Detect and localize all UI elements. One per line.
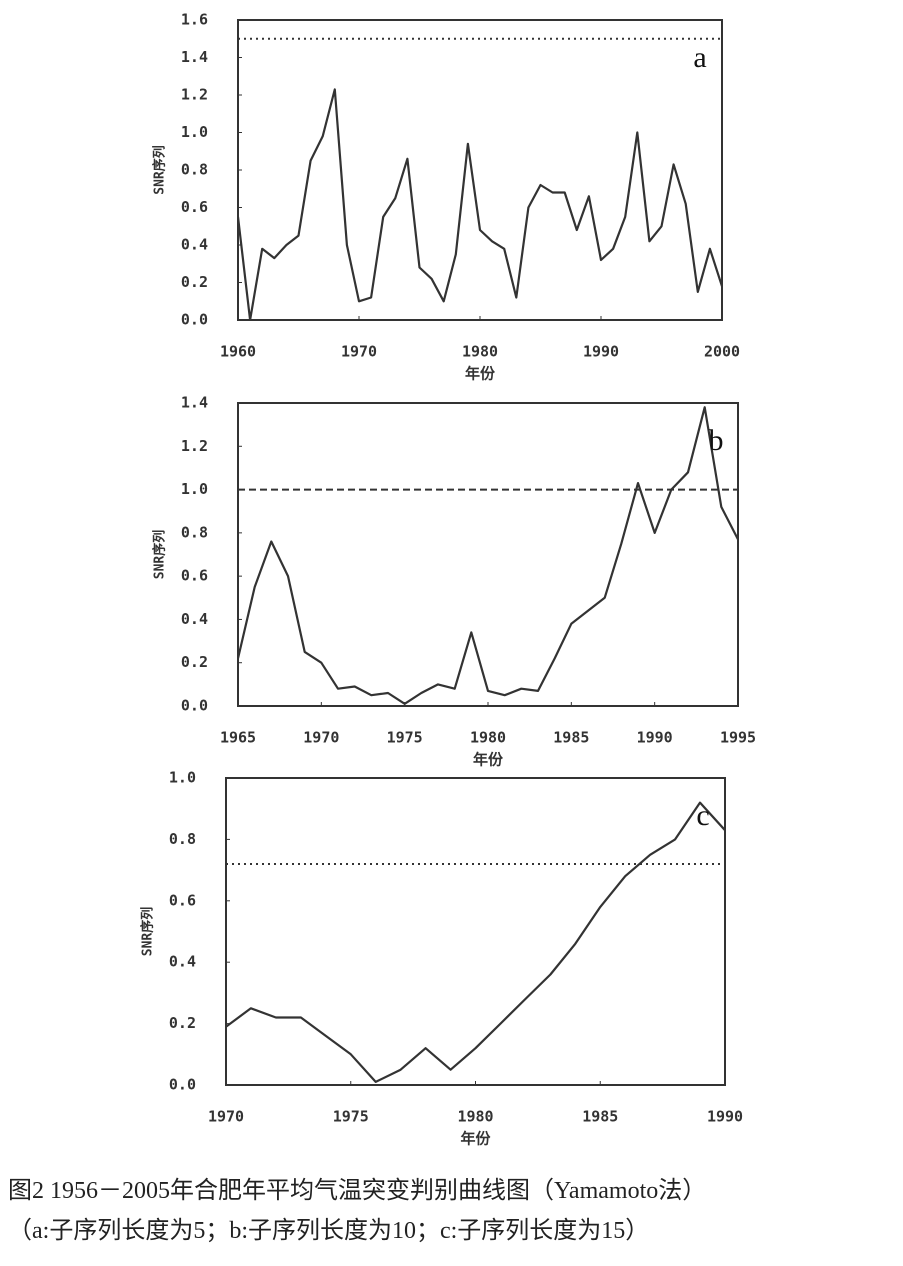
x-tick-label: 1990 [583, 343, 619, 361]
data-line [238, 406, 738, 705]
y-tick-label: 0.6 [169, 891, 196, 909]
y-tick-label: 0.0 [181, 697, 208, 715]
y-axis-label: SNR序列 [140, 907, 156, 956]
x-tick-label: 1960 [220, 343, 256, 361]
y-axis-label: SNR序列 [152, 145, 168, 194]
x-axis-label: 年份 [465, 365, 496, 383]
x-tick-label: 1980 [462, 343, 498, 361]
x-tick-label: 1995 [720, 729, 756, 747]
panel-label: c [696, 799, 709, 832]
y-tick-label: 1.0 [181, 480, 208, 498]
x-tick-label: 1985 [553, 729, 589, 747]
panel: 0.0 0.2 0.4 0.6 0.8 1.0 1.2 1.4 1.6 1960 1970 1980 1… [152, 11, 741, 383]
x-tick-label: 1975 [333, 1108, 369, 1126]
panel: 0.0 0.2 0.4 0.6 0.8 1.0 1970 1975 1980 1985 1990 年份… [140, 769, 744, 1148]
y-tick-label: 0.0 [181, 311, 208, 329]
y-tick-label: 1.0 [181, 123, 208, 141]
x-tick-label: 1970 [208, 1108, 244, 1126]
x-tick-label: 1975 [387, 729, 423, 747]
x-tick-label: 1990 [637, 729, 673, 747]
y-tick-label: 0.2 [169, 1014, 196, 1032]
data-line [238, 88, 722, 320]
y-tick-label: 0.8 [181, 161, 208, 179]
panel-label: b [709, 424, 724, 457]
y-tick-label: 1.2 [181, 437, 208, 455]
y-tick-label: 0.4 [181, 236, 208, 254]
y-tick-label: 0.8 [169, 830, 196, 848]
x-tick-label: 1980 [470, 729, 506, 747]
y-tick-label: 1.4 [181, 48, 208, 66]
data-line [226, 801, 725, 1083]
x-tick-label: 1980 [457, 1108, 493, 1126]
x-tick-label: 1965 [220, 729, 256, 747]
panel-label: a [693, 41, 706, 74]
y-tick-label: 0.2 [181, 653, 208, 671]
y-tick-label: 0.6 [181, 198, 208, 216]
caption-line: 图2 1956－2005年合肥年平均气温突变判别曲线图（Yamamoto法） [8, 1177, 706, 1204]
x-tick-label: 1970 [303, 729, 339, 747]
x-axis-label: 年份 [473, 751, 504, 769]
y-tick-label: 0.4 [181, 610, 208, 628]
plot-frame [237, 19, 723, 321]
y-tick-label: 1.0 [169, 769, 196, 787]
y-tick-label: 1.6 [181, 11, 208, 29]
x-tick-label: 1985 [582, 1108, 618, 1126]
y-tick-label: 0.8 [181, 523, 208, 541]
x-tick-label: 1970 [341, 343, 377, 361]
x-tick-label: 2000 [704, 343, 740, 361]
y-tick-label: 0.6 [181, 567, 208, 585]
y-tick-label: 0.0 [169, 1076, 196, 1094]
x-tick-label: 1990 [707, 1108, 743, 1126]
y-tick-label: 1.2 [181, 86, 208, 104]
y-tick-label: 1.4 [181, 394, 208, 412]
caption-line: （a:子序列长度为5；b:子序列长度为10；c:子序列长度为15） [8, 1217, 649, 1244]
panel: 0.0 0.2 0.4 0.6 0.8 1.0 1.2 1.4 1965 1970 1975 1980… [152, 394, 757, 769]
y-tick-label: 0.2 [181, 273, 208, 291]
y-tick-label: 0.4 [169, 953, 196, 971]
plot-frame [225, 777, 726, 1086]
x-axis-label: 年份 [460, 1130, 491, 1148]
y-axis-label: SNR序列 [152, 530, 168, 579]
plot-frame [237, 402, 739, 707]
